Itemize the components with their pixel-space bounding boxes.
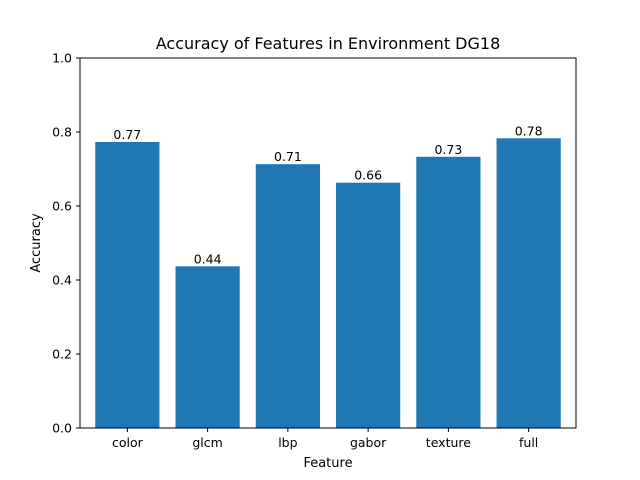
plot-frame bbox=[79, 57, 577, 429]
bar-glcm bbox=[175, 266, 240, 428]
y-axis: 0.0 0.2 0.4 0.6 0.8 1.0 bbox=[52, 51, 80, 436]
y-tick-label: 0.8 bbox=[52, 125, 72, 140]
y-tick-label: 0.2 bbox=[52, 347, 72, 362]
x-axis-title: Feature bbox=[303, 456, 352, 471]
x-tick-label-texture: texture bbox=[426, 435, 471, 450]
data-label-gabor: 0.66 bbox=[354, 168, 382, 183]
x-tick-label-color: color bbox=[112, 435, 144, 450]
y-tick-label: 0.0 bbox=[52, 421, 72, 436]
x-tick-label-full: full bbox=[519, 435, 538, 450]
x-tick-label-glcm: glcm bbox=[192, 435, 222, 450]
bar-full bbox=[496, 138, 561, 429]
data-label-lbp: 0.71 bbox=[274, 149, 302, 164]
bar-color bbox=[95, 141, 160, 429]
x-tick-label-gabor: gabor bbox=[350, 435, 387, 450]
y-axis-title: Accuracy bbox=[29, 213, 44, 273]
bars-group bbox=[95, 138, 561, 429]
y-tick-label: 0.6 bbox=[52, 199, 72, 214]
data-label-glcm: 0.44 bbox=[194, 251, 222, 266]
chart-title: Accuracy of Features in Environment DG18 bbox=[156, 34, 501, 53]
data-label-color: 0.77 bbox=[113, 127, 141, 142]
plot-background bbox=[80, 58, 576, 428]
data-label-full: 0.78 bbox=[515, 123, 543, 138]
data-label-texture: 0.73 bbox=[434, 142, 462, 157]
bar-lbp bbox=[255, 164, 320, 428]
y-tick-label: 1.0 bbox=[52, 51, 72, 66]
y-tick-label: 0.4 bbox=[52, 273, 72, 288]
bar-texture bbox=[416, 156, 481, 429]
x-tick-label-lbp: lbp bbox=[278, 435, 297, 450]
bar-gabor bbox=[336, 182, 401, 428]
x-axis: color glcm lbp gabor texture full bbox=[112, 428, 538, 450]
data-labels-group: 0.77 0.44 0.71 0.66 0.73 0.78 bbox=[113, 123, 542, 266]
